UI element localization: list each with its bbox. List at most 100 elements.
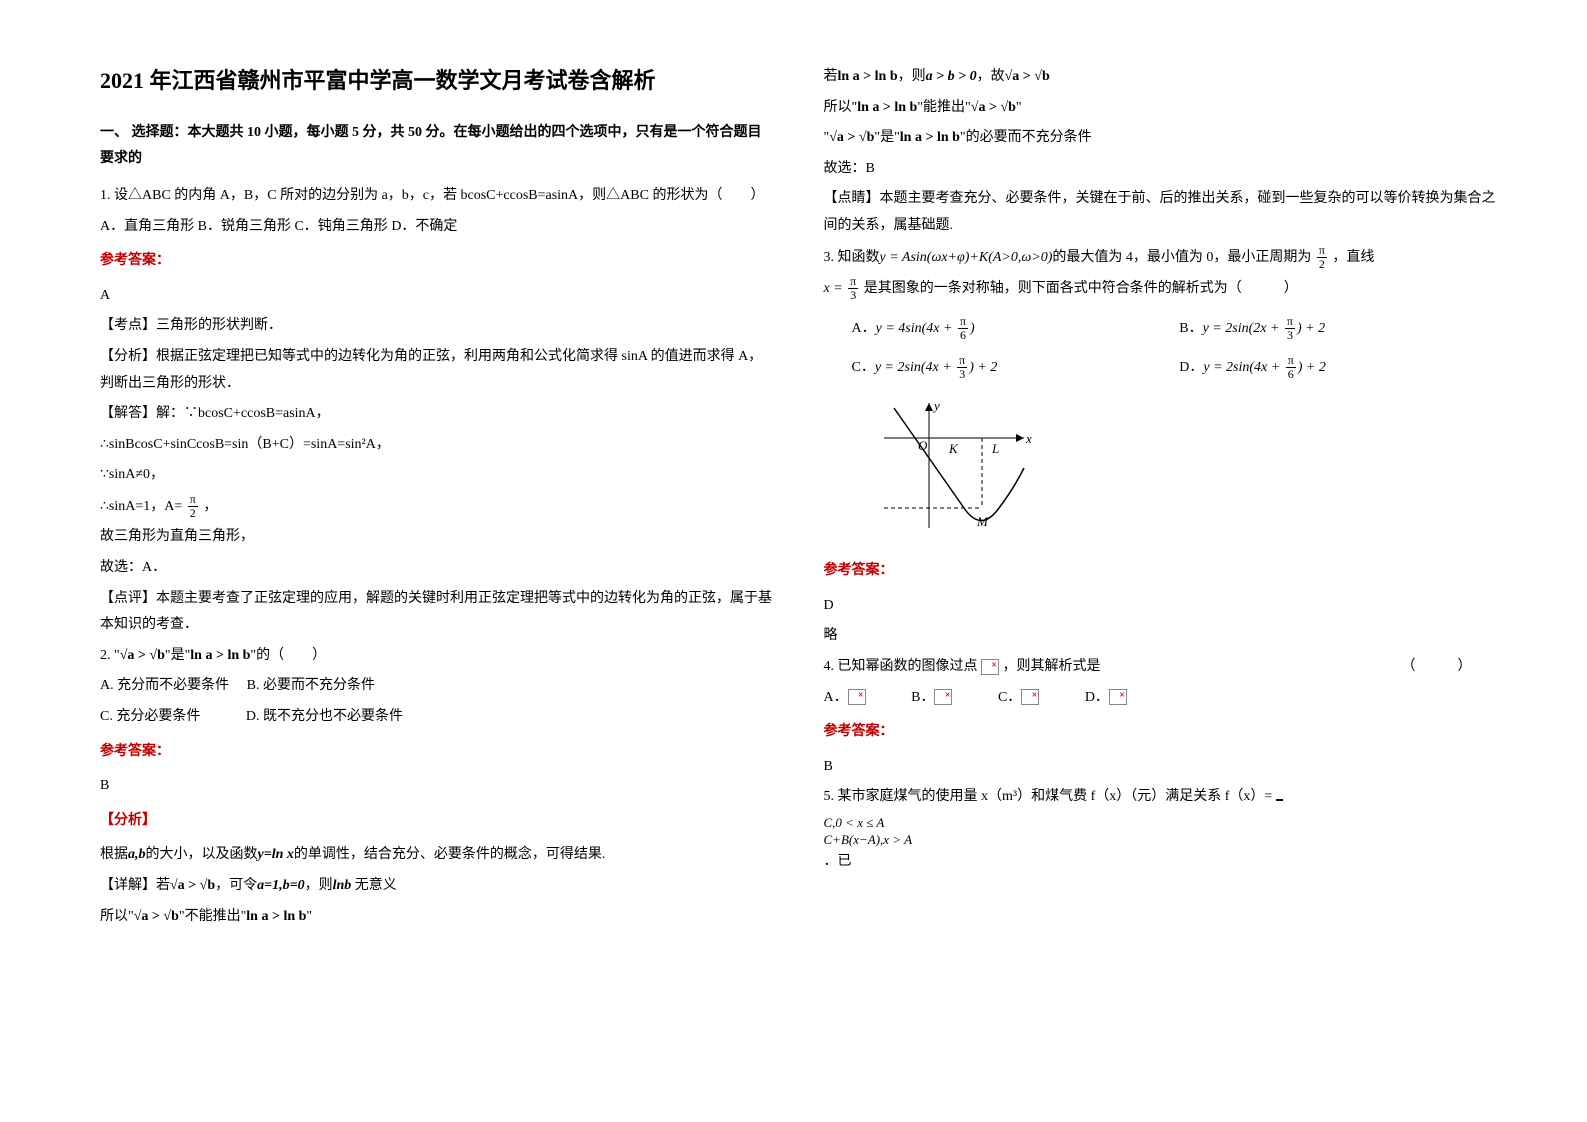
q2-opt-b: B. 必要而不充分条件 — [247, 678, 375, 693]
frac-pi-3: π3 — [848, 275, 858, 302]
q2-r1b: ，则 — [898, 69, 926, 84]
q2-k2c: 的单调性，结合充分、必要条件的概念，可得结果. — [294, 847, 606, 862]
q4-answer-label: 参考答案： — [824, 719, 1508, 746]
math-ab0: a > b > 0 — [926, 69, 977, 84]
q1-k7: 故三角形为直角三角形， — [100, 524, 774, 551]
q4-lb: B． — [911, 690, 934, 705]
math-sqrt5: √a > √b — [971, 100, 1016, 115]
broken-image-icon — [1021, 689, 1039, 705]
q2-r2b: "能推出" — [917, 100, 970, 115]
q4-s2: ，则其解析式是 （ ） — [1003, 659, 1472, 674]
math-sqrt3: √a > √b — [134, 909, 179, 924]
q3-answer-label: 参考答案： — [824, 558, 1508, 585]
q2-k4a: 所以" — [100, 909, 134, 924]
q2-r3b: "是" — [874, 130, 899, 145]
q1-k2: 【分析】根据正弦定理把已知等式中的边转化为角的正弦，利用两角和公式化简求得 si… — [100, 344, 774, 397]
q4-answer: B — [824, 754, 1508, 781]
q5-s1: 5. 某市家庭煤气的使用量 x（m³）和煤气费 f（x）（元）满足关系 f（x）… — [824, 789, 1276, 804]
math-func3: y = Asin(ωx+φ)+K(A>0,ω>0) — [880, 249, 1053, 264]
q2-r4: 故选：B — [824, 156, 1508, 183]
q2-r2c: " — [1016, 100, 1022, 115]
math-sqrt4: √a > √b — [1005, 69, 1050, 84]
q1-k6a: ∴sinA=1，A= — [100, 499, 182, 514]
q1-answer: A — [100, 283, 774, 310]
q3-opt-d: D．y = 2sin(4x + π6) + 2 — [1165, 354, 1507, 382]
math-ab: a,b — [128, 847, 146, 862]
broken-image-icon — [1109, 689, 1127, 705]
q3-options: A．y = 4sin(4x + π6) B．y = 2sin(2x + π3) … — [824, 309, 1508, 388]
q3-answer: D — [824, 593, 1508, 620]
q2-r2a: 所以" — [824, 100, 858, 115]
q5-s2: ．已 — [824, 854, 852, 869]
math-ylnx: y=ln x — [258, 847, 294, 862]
math-a1b0: a=1,b=0 — [257, 878, 304, 893]
frac-pi-2b: π2 — [1317, 244, 1327, 271]
q2-r5: 【点睛】本题主要考查充分、必要条件，关键在于前、后的推出关系，碰到一些复杂的可以… — [824, 186, 1508, 239]
math-sqrt2: √a > √b — [170, 878, 215, 893]
frac-pi-2: π2 — [188, 493, 198, 520]
svg-text:L: L — [991, 441, 999, 456]
broken-image-icon — [848, 689, 866, 705]
q2-k4b: "不能推出" — [179, 909, 246, 924]
q3-opt-a: A．y = 4sin(4x + π6) — [824, 315, 1166, 343]
q2-r1c: ，故 — [977, 69, 1005, 84]
q3-opt-c: C．y = 2sin(4x + π3) + 2 — [824, 354, 1166, 382]
q3-axis: x = π3 是其图象的一条对称轴，则下面各式中符合条件的解析式为（ ） — [824, 275, 1508, 303]
q3-stem: 3. 知函数y = Asin(ωx+φ)+K(A>0,ω>0)的最大值为 4，最… — [824, 244, 1508, 272]
q2-k1: 【分析】 — [100, 808, 774, 835]
q2-opt-d: D. 既不充分也不必要条件 — [246, 709, 403, 724]
q1-k8: 故选：A． — [100, 555, 774, 582]
q3-xeq: x = — [824, 281, 847, 296]
page-title: 2021 年江西省赣州市平富中学高一数学文月考试卷含解析 — [100, 60, 774, 102]
q2-k3: 【详解】若√a > √b，可令a=1,b=0，则lnb 无意义 — [100, 873, 774, 900]
q2-answer-label: 参考答案： — [100, 739, 774, 766]
q2-r1: 若ln a > ln b，则a > b > 0，故√a > √b — [824, 64, 1508, 91]
q2-k3b: ，可令 — [215, 878, 257, 893]
q2-opts1: A. 充分而不必要条件 B. 必要而不充分条件 — [100, 673, 774, 700]
q2-opt-a: A. 充分而不必要条件 — [100, 678, 229, 693]
q3-s4: 是其图象的一条对称轴，则下面各式中符合条件的解析式为（ ） — [864, 281, 1298, 296]
q4-la: A． — [824, 690, 848, 705]
q1-options: A．直角三角形 B．锐角三角形 C．钝角三角形 D．不确定 — [100, 214, 774, 241]
q2-k3a: 【详解】若 — [100, 878, 170, 893]
piece1: C,0 < x ≤ A — [824, 815, 1508, 832]
q2-k4c: " — [306, 909, 312, 924]
q2-answer: B — [100, 773, 774, 800]
q1-stem: 1. 设△ABC 的内角 A，B，C 所对的边分别为 a，b，c，若 bcosC… — [100, 183, 774, 210]
svg-text:y: y — [932, 398, 940, 413]
q1-k6b: ， — [203, 499, 217, 514]
q2-r3c: "的必要而不充分条件 — [960, 130, 1092, 145]
q2-k3c: ，则 — [305, 878, 333, 893]
q1-k9: 【点评】本题主要考查了正弦定理的应用，解题的关键时利用正弦定理把等式中的边转化为… — [100, 586, 774, 639]
math-lnb: lnb — [333, 878, 352, 893]
left-column: 2021 年江西省赣州市平富中学高一数学文月考试卷含解析 一、 选择题：本大题共… — [100, 60, 804, 1102]
q4-s1: 4. 已知幂函数的图像过点 — [824, 659, 982, 674]
piece2: C+B(x−A),x > A — [824, 832, 1508, 849]
q2-r2: 所以"ln a > ln b"能推出"√a > √b" — [824, 95, 1508, 122]
broken-image-icon — [981, 659, 999, 675]
svg-text:M: M — [976, 514, 989, 529]
q2-r1a: 若 — [824, 69, 838, 84]
q3-s1: 3. 知函数 — [824, 249, 880, 264]
q1-k1: 【考点】三角形的形状判断． — [100, 313, 774, 340]
section-a-heading: 一、 选择题：本大题共 10 小题，每小题 5 分，共 50 分。在每小题给出的… — [100, 120, 774, 173]
q1-k5: ∵sinA≠0， — [100, 462, 774, 489]
q2-k2a: 根据 — [100, 847, 128, 862]
q4-stem: 4. 已知幂函数的图像过点 ，则其解析式是 （ ） — [824, 654, 1508, 681]
math-sqrt: √a > √b — [120, 648, 165, 663]
q3-s3: ，直线 — [1332, 249, 1374, 264]
q3-opt-b: B．y = 2sin(2x + π3) + 2 — [1165, 315, 1507, 343]
math-sqrt6: √a > √b — [829, 130, 874, 145]
q2-k4: 所以"√a > √b"不能推出"ln a > ln b" — [100, 904, 774, 931]
q2-opts2: C. 充分必要条件 D. 既不充分也不必要条件 — [100, 704, 774, 731]
math-ln3: ln a > ln b — [838, 69, 898, 84]
q2-k2: 根据a,b的大小，以及函数y=ln x的单调性，结合充分、必要条件的概念，可得结… — [100, 842, 774, 869]
q2-s2: "是" — [165, 648, 190, 663]
q1-opt-d: D．不确定 — [391, 219, 457, 234]
svg-text:K: K — [948, 441, 959, 456]
q5-stem: 5. 某市家庭煤气的使用量 x（m³）和煤气费 f（x）（元）满足关系 f（x）… — [824, 784, 1508, 811]
q1-opt-b: B．锐角三角形 — [198, 219, 291, 234]
right-column: 若ln a > ln b，则a > b > 0，故√a > √b 所以"ln a… — [804, 60, 1508, 1102]
q2-s3: "的（ ） — [250, 648, 326, 663]
q1-k3: 【解答】解：∵bcosC+ccosB=asinA， — [100, 401, 774, 428]
